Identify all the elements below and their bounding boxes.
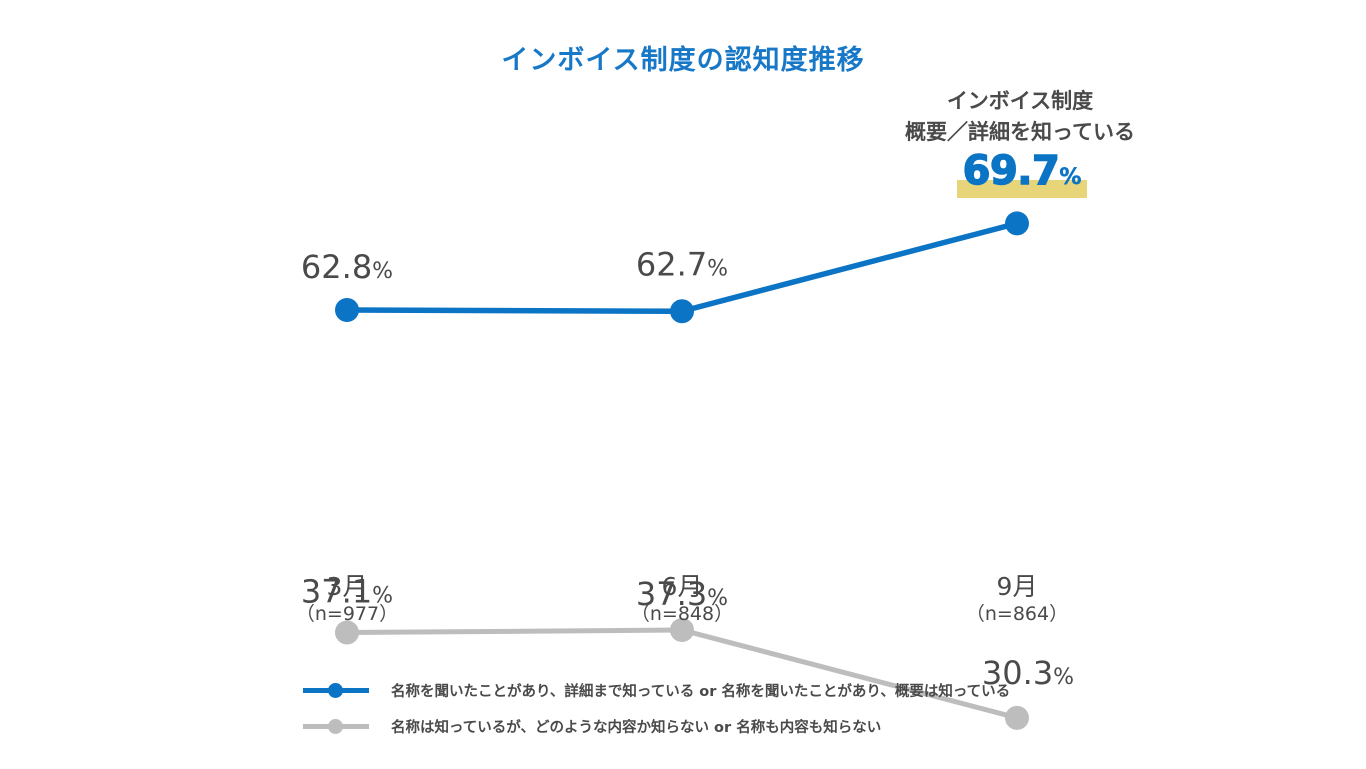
chart-title: インボイス制度の認知度推移 xyxy=(501,45,865,76)
legend-item-1: 名称を聞いたことがあり、詳細まで知っている or 名称を聞いたことがあり、概要は… xyxy=(303,672,1010,708)
series-2-label-1: 37.1% xyxy=(301,573,393,611)
x-tick-month: 3月 xyxy=(326,572,368,601)
series-1-point-3 xyxy=(1005,211,1029,236)
x-tick-label-2: 6月 （n=848） xyxy=(582,572,782,626)
highlight-marker xyxy=(957,180,1087,198)
legend-item-2: 名称は知っているが、どのような内容か知らない or 名称も内容も知らない xyxy=(303,708,1010,744)
x-tick-sample-size: （n=977） xyxy=(295,603,399,625)
series-1-point-1 xyxy=(335,298,359,322)
series-2-point-2 xyxy=(670,618,694,643)
series-2-label-3: 30.3% xyxy=(982,654,1074,692)
highlight-percent: % xyxy=(1059,165,1082,191)
legend-swatch xyxy=(303,678,369,702)
highlight-value: 69.7% xyxy=(957,147,1087,195)
x-tick-label-3: 9月 （n=864） xyxy=(917,572,1117,626)
series-2-point-3 xyxy=(1005,705,1029,730)
x-tick-sample-size: （n=848） xyxy=(630,603,734,625)
x-tick-month: 6月 xyxy=(661,572,703,601)
series-1-label-1: 62.8% xyxy=(301,248,393,286)
legend-label: 名称を聞いたことがあり、詳細まで知っている or 名称を聞いたことがあり、概要は… xyxy=(391,683,1011,700)
series-1-point-2 xyxy=(670,299,694,324)
series-1-label-2: 62.7% xyxy=(636,245,728,283)
callout-line-2: 概要／詳細を知っている xyxy=(905,120,1135,144)
legend: 名称を聞いたことがあり、詳細まで知っている or 名称を聞いたことがあり、概要は… xyxy=(303,672,1010,744)
series-2-label-2: 37.3% xyxy=(636,575,728,613)
legend-label: 名称は知っているが、どのような内容か知らない or 名称も内容も知らない xyxy=(391,719,882,736)
x-tick-label-1: 3月 （n=977） xyxy=(247,572,447,626)
callout-line-1: インボイス制度 xyxy=(946,89,1094,113)
x-tick-sample-size: （n=864） xyxy=(965,603,1069,625)
callout-annotation: インボイス制度 概要／詳細を知っている xyxy=(862,86,1178,148)
series-2-point-1 xyxy=(335,620,359,645)
x-tick-month: 9月 xyxy=(996,572,1038,601)
legend-swatch xyxy=(303,714,369,738)
highlight-number: 69.7 xyxy=(962,147,1061,195)
